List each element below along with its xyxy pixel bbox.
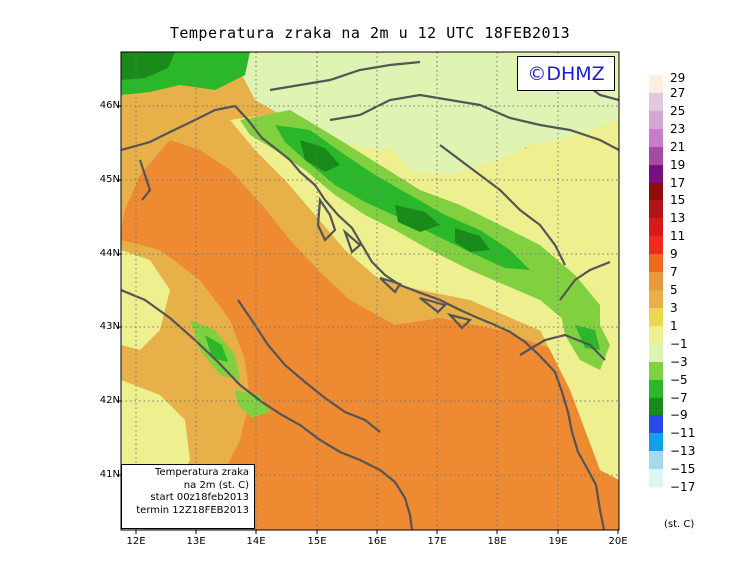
lat-label-46n: 46N — [99, 100, 120, 111]
lat-label-45n: 45N — [99, 174, 120, 185]
info-valid: termin 12Z18FEB2013 — [136, 504, 249, 516]
legend-swatch — [649, 236, 663, 255]
legend-swatch — [649, 92, 663, 112]
map-frame — [120, 51, 620, 531]
legend-label: 23 — [670, 121, 686, 136]
legend-label: 15 — [670, 193, 686, 208]
lon-label-12e: 12E — [126, 536, 146, 547]
graticule — [121, 52, 619, 530]
legend-swatch — [649, 415, 663, 434]
mountain-core-1 — [300, 140, 340, 172]
legend-swatch — [649, 433, 663, 452]
lat-label-44n: 44N — [99, 248, 120, 259]
legend-label: 9 — [670, 247, 678, 262]
legend-swatch — [649, 146, 663, 166]
legend-label: −17 — [670, 480, 696, 495]
lat-label-43n: 43N — [99, 321, 120, 332]
legend-label: 17 — [670, 175, 686, 190]
lat-label-41n: 41N — [99, 469, 120, 480]
lon-label-15e: 15E — [307, 536, 327, 547]
legend-label: 7 — [670, 265, 678, 280]
legend-label: 21 — [670, 139, 686, 154]
axis-ticks — [117, 105, 619, 534]
map-title: Temperatura zraka na 2m u 12 UTC 18FEB20… — [169, 24, 571, 42]
info-start: start 00z18feb2013 — [150, 492, 249, 503]
lon-label-19e: 19E — [548, 536, 568, 547]
lon-label-20e: 20E — [608, 536, 628, 547]
legend-label: −15 — [670, 462, 696, 477]
legend-label: −13 — [670, 444, 696, 459]
legend-label: −11 — [670, 426, 696, 441]
legend-label: 27 — [670, 85, 686, 100]
coastline-layer — [121, 59, 619, 530]
lon-label-17e: 17E — [427, 536, 447, 547]
legend-label: 1 — [670, 318, 678, 333]
mountain-core-3 — [455, 228, 490, 252]
legend-label: −1 — [670, 336, 688, 351]
mountain-core-2 — [395, 205, 440, 232]
legend-label: 19 — [670, 157, 686, 172]
legend-label: −3 — [670, 354, 688, 369]
apennine-cold-2 — [205, 335, 228, 362]
dhmz-logo: ©DHMZ — [517, 56, 615, 91]
balkan-south-core — [575, 325, 600, 350]
legend-swatch — [649, 200, 663, 219]
legend-label: 13 — [670, 211, 686, 226]
legend-swatch — [649, 254, 663, 273]
legend-label: 11 — [670, 229, 686, 244]
color-legend — [649, 75, 663, 506]
legend-label: −7 — [670, 390, 688, 405]
lon-label-18e: 18E — [487, 536, 507, 547]
lat-label-42n: 42N — [99, 395, 120, 406]
legend-swatch — [649, 128, 663, 148]
legend-swatch — [649, 164, 663, 183]
info-box: Temperatura zraka na 2m (st. C) start 00… — [121, 464, 255, 529]
info-variable: Temperatura zraka — [155, 467, 249, 478]
lon-label-16e: 16E — [367, 536, 387, 547]
legend-swatch — [649, 379, 663, 398]
alps-core — [121, 52, 175, 80]
legend-unit: (st. C) — [664, 519, 695, 530]
legend-swatch — [649, 343, 663, 363]
legend-swatch — [649, 487, 663, 506]
legend-swatch — [649, 307, 663, 327]
legend-swatch — [649, 397, 663, 416]
legend-label: 29 — [670, 71, 686, 85]
east-hills — [520, 110, 619, 260]
info-unit: na 2m (st. C) — [183, 479, 249, 491]
legend-swatch — [649, 469, 663, 488]
legend-swatch — [649, 182, 663, 201]
lon-label-14e: 14E — [246, 536, 266, 547]
legend-swatch — [649, 218, 663, 237]
legend-swatch — [649, 110, 663, 130]
lon-label-13e: 13E — [186, 536, 206, 547]
legend-label: 3 — [670, 300, 678, 315]
legend-swatch — [649, 361, 663, 381]
legend-label: 25 — [670, 103, 686, 118]
legend-swatch — [649, 451, 663, 470]
legend-swatch — [649, 325, 663, 345]
legend-label: 5 — [670, 283, 678, 297]
legend-swatch — [649, 272, 663, 291]
legend-swatch — [649, 290, 663, 309]
apennine-cold-3 — [235, 390, 270, 418]
legend-label: −9 — [670, 408, 688, 423]
legend-label: −5 — [670, 372, 688, 387]
legend-swatch — [649, 75, 663, 94]
